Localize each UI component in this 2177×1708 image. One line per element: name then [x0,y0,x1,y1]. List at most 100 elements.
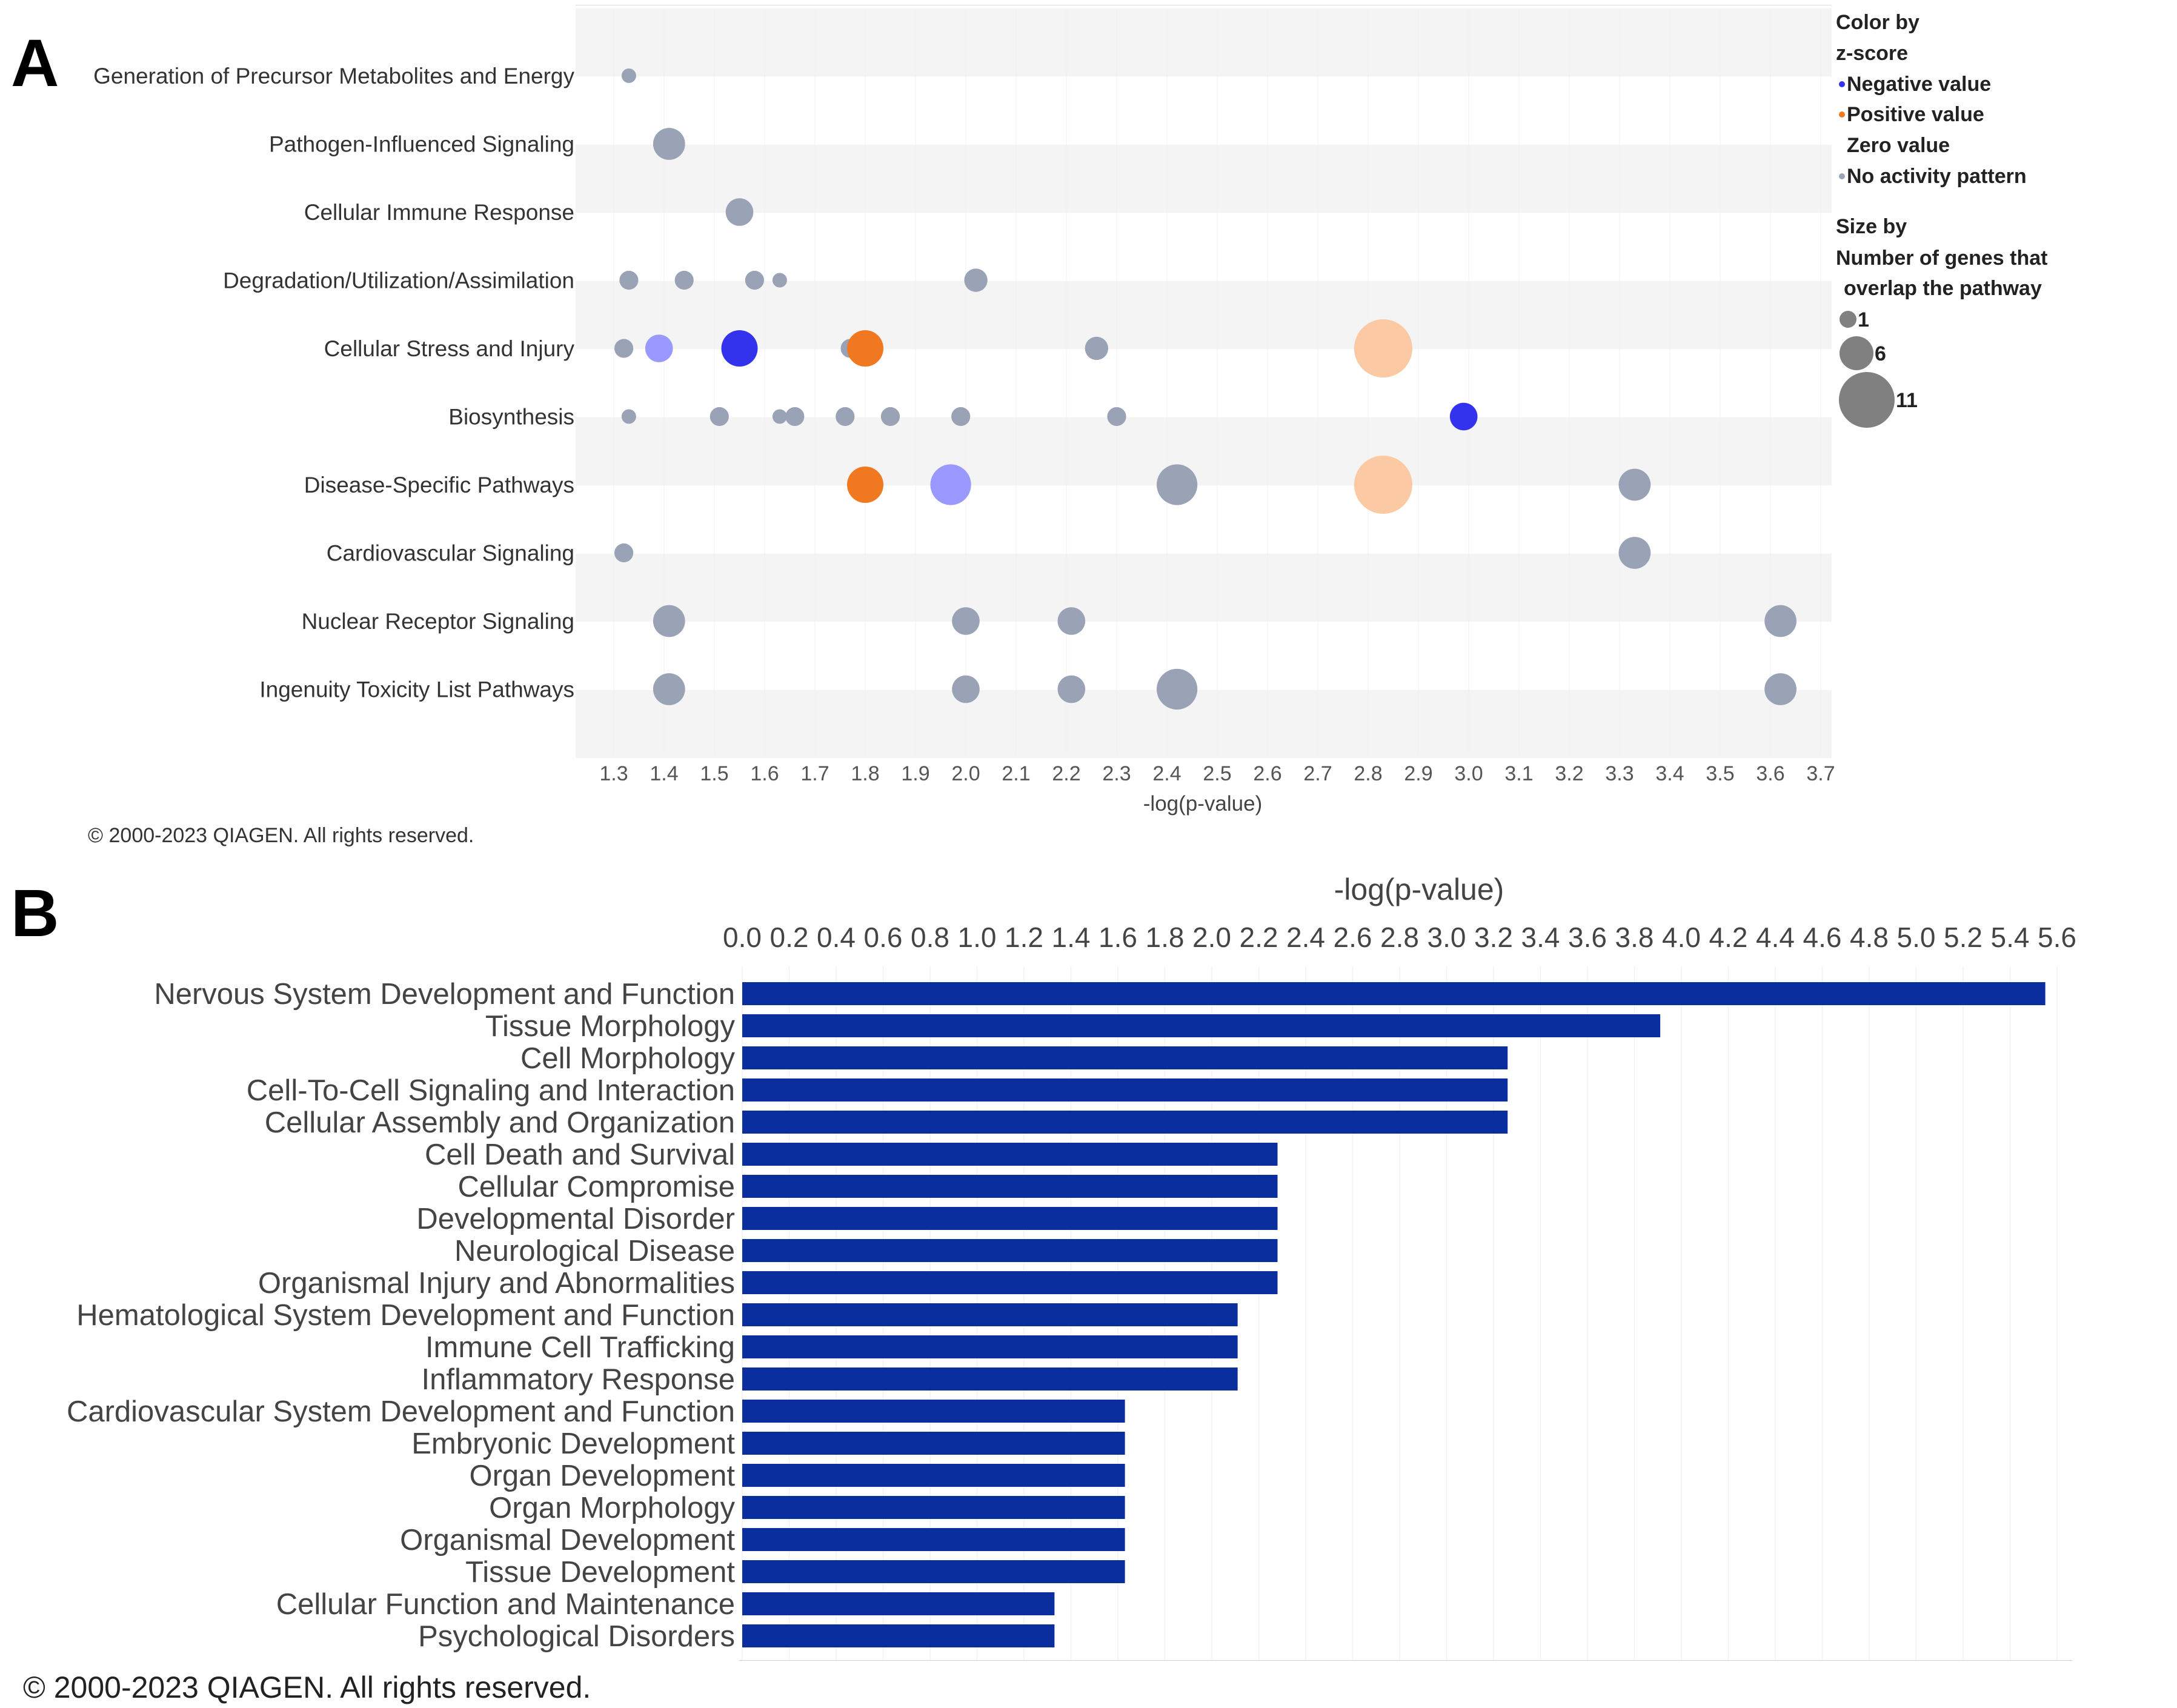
bubble [785,407,805,427]
bubble [1354,456,1412,514]
x-tick-label: 1.7 [800,762,829,785]
legend-negative-label: Negative value [1847,73,1991,96]
panel-b-copyright: © 2000-2023 QIAGEN. All rights reserved. [23,1670,591,1704]
bar [742,1528,1125,1551]
panel-a-copyright: © 2000-2023 QIAGEN. All rights reserved. [88,824,474,847]
row-stripe [576,281,1832,350]
x-tick-label: 0.0 [723,922,762,953]
x-tick-label: 2.9 [1404,762,1432,785]
category-label: Disease-Specific Pathways [304,473,574,497]
bar [742,1400,1125,1423]
x-tick-label: 3.1 [1504,762,1533,785]
x-tick-label: 1.2 [1005,922,1043,953]
legend-size-subtitle-2: overlap the pathway [1844,277,2042,300]
bubble [836,407,855,427]
bar [742,1496,1125,1519]
category-label: Inflammatory Response [422,1363,735,1396]
bubble [614,543,634,563]
bar [742,1303,1238,1326]
legend-negative-dot [1839,81,1845,87]
x-tick-label: 3.5 [1706,762,1734,785]
bubble [1354,319,1412,377]
bubble [1057,675,1086,703]
x-tick-label: 2.2 [1052,762,1080,785]
panel-a-letter: A [11,26,59,101]
x-tick-label: 2.3 [1102,762,1131,785]
category-label: Cellular Compromise [458,1171,735,1203]
bar [742,1078,1508,1102]
category-label: Cell-To-Cell Signaling and Interaction [247,1074,735,1107]
bubble [653,128,685,160]
x-tick-label: 5.0 [1897,922,1936,953]
bar [742,1367,1238,1391]
legend-size-label: 6 [1875,342,1886,365]
bubble [930,464,971,505]
x-tick-label: 1.8 [851,762,879,785]
bubble [619,270,639,290]
bubble [1764,605,1797,637]
bubble [645,334,673,362]
legend-size-label: 1 [1858,308,1869,331]
x-tick-label: 3.0 [1454,762,1483,785]
category-label: Cell Morphology [520,1042,736,1075]
bar [742,1592,1055,1615]
category-label: Cellular Stress and Injury [324,336,575,361]
bar [742,1464,1125,1487]
bubble [725,198,754,226]
bubble-legend: Color by z-score Negative value Positive… [1836,11,2047,428]
bubble [1764,673,1797,705]
bar [742,1207,1278,1230]
bubble [847,330,883,367]
bubble [674,270,694,290]
x-tick-label: 3.6 [1756,762,1784,785]
bubble [952,607,980,635]
bubble [964,268,988,292]
panel-a-bubbles [614,68,1797,710]
bar [742,982,2046,1005]
x-tick-label: 5.4 [1991,922,2030,953]
x-tick-label: 1.5 [700,762,728,785]
bubble [721,330,758,367]
bubble [653,673,685,705]
category-label: Organismal Injury and Abnormalities [258,1267,735,1300]
row-stripe [576,144,1832,213]
panel-b-letter: B [11,876,59,951]
panel-a-category-labels: Generation of Precursor Metabolites and … [93,64,574,702]
x-tick-label: 1.3 [599,762,628,785]
category-label: Organ Morphology [489,1492,735,1524]
x-tick-label: 4.6 [1803,922,1842,953]
bubble [1107,407,1126,427]
panel-a-row-stripes [576,8,1832,759]
x-tick-label: 3.2 [1474,922,1513,953]
x-tick-label: 3.8 [1615,922,1654,953]
x-tick-label: 2.1 [1002,762,1030,785]
bar [742,1014,1661,1037]
panel-a-x-axis-title: -log(p-value) [1143,792,1262,816]
x-tick-label: 2.4 [1152,762,1181,785]
legend-size-label: 11 [1896,389,1918,412]
category-label: Cardiovascular Signaling [327,541,574,566]
category-label: Psychological Disorders [418,1620,735,1653]
panel-b: B -log(p-value) 0.0 0.2 0.4 0.6 0.8 1.0 1.2 1.4… [11,872,2076,1704]
x-tick-label: 2.4 [1286,922,1325,953]
bar [742,1335,1238,1358]
x-tick-label: 2.6 [1334,922,1372,953]
bar [742,1175,1278,1198]
panel-b-bottom-border [739,1660,2072,1661]
legend-color-subtitle: z-score [1836,42,1908,65]
bubble [951,407,971,427]
x-tick-label: 0.8 [911,922,949,953]
category-label: Developmental Disorder [416,1203,735,1235]
x-tick-label: 3.0 [1428,922,1466,953]
x-tick-label: 2.5 [1203,762,1231,785]
category-label: Organ Development [469,1460,735,1492]
category-label: Cellular Immune Response [304,200,574,225]
bubble [710,407,729,427]
category-label: Tissue Development [465,1556,735,1589]
panel-b-x-axis-title: -log(p-value) [1334,872,1504,906]
legend-positive-dot [1839,111,1845,118]
category-label: Cell Death and Survival [425,1138,735,1171]
category-label: Organismal Development [400,1524,735,1557]
category-label: Embryonic Development [411,1427,735,1460]
bubble [952,675,980,703]
